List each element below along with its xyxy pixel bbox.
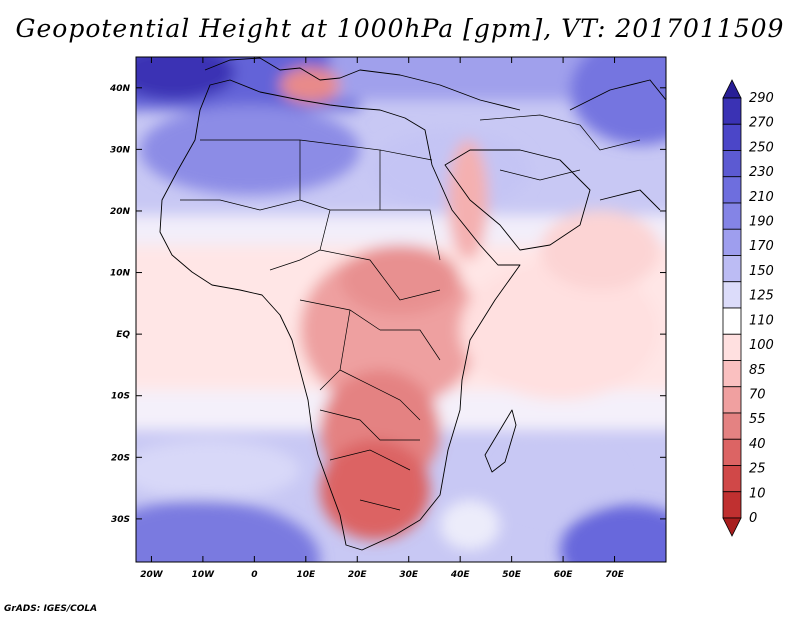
middle-east-borders — [479, 114, 641, 181]
south-atlantic-blue — [136, 500, 320, 562]
colorbar: 2902702502302101901701501251101008570554… — [722, 79, 774, 537]
sahara-blue — [140, 105, 360, 195]
colorbar-segment — [722, 333, 742, 361]
colorbar-label: 290 — [749, 91, 774, 106]
indian-ocean-pink — [460, 260, 660, 400]
y-tick-label: 30N — [110, 145, 131, 155]
colorbar-segment — [722, 386, 742, 414]
x-tick-label: 20E — [348, 570, 368, 580]
arabia-coastline — [444, 149, 591, 251]
colorbar-label: 110 — [749, 313, 774, 328]
africa-coastline — [159, 79, 521, 551]
colorbar-label: 250 — [749, 140, 774, 155]
map-frame — [135, 56, 667, 563]
colorbar-segment — [722, 123, 742, 151]
country-borders — [180, 114, 641, 511]
arabian-sea-pink — [540, 210, 660, 290]
colorbar-segment — [722, 255, 742, 283]
colorbar-label: 25 — [749, 462, 766, 477]
x-tick-label: 50E — [502, 570, 522, 580]
south-atlantic-pale — [136, 440, 300, 500]
colorbar-segment — [722, 491, 742, 519]
x-tick-label: 30E — [399, 570, 419, 580]
colorbar-segment — [722, 202, 742, 230]
y-tick-label: 40N — [109, 84, 131, 94]
high-pressure-core-nw — [136, 57, 235, 100]
field-shading — [136, 57, 666, 562]
credit-text: GrADS: IGES/COLA — [4, 604, 98, 614]
x-tick-label: 10E — [296, 570, 316, 580]
y-tick-label: 10N — [110, 269, 131, 279]
colorbar-bottom-arrow — [722, 517, 742, 537]
colorbar-segment — [722, 360, 742, 388]
colorbar-label: 270 — [749, 116, 774, 131]
europe-coastline — [204, 57, 521, 111]
colorbar-segment — [722, 97, 742, 125]
x-tick-label: 70E — [605, 570, 625, 580]
colorbar-segment — [722, 176, 742, 204]
colorbar-label: 125 — [749, 289, 774, 304]
colorbar-label: 85 — [749, 363, 766, 378]
colorbar-segment — [722, 307, 742, 335]
italy-low — [280, 67, 340, 103]
colorbar-label: 190 — [749, 215, 774, 230]
southern-africa-low — [320, 440, 430, 540]
y-tick-label: 30S — [111, 515, 130, 525]
colorbar-segment — [722, 150, 742, 178]
x-axis: 20W 10W 0 10E 20E 30E 40E 50E 60E 70E — [140, 57, 625, 580]
sudan-low — [340, 245, 460, 315]
y-tick-label: EQ — [116, 330, 130, 340]
x-tick-label: 0 — [251, 570, 257, 580]
colorbar-top-arrow — [722, 79, 742, 99]
colorbar-label: 170 — [749, 239, 774, 254]
y-tick-label: 10S — [111, 392, 130, 402]
colorbar-label: 70 — [749, 387, 766, 402]
colorbar-label: 10 — [749, 486, 766, 501]
asia-coastline — [569, 79, 666, 211]
colorbar-segment — [722, 438, 742, 466]
coastlines — [159, 57, 666, 551]
border-lines — [180, 139, 441, 511]
colorbar-label: 150 — [749, 264, 774, 279]
x-tick-label: 40E — [450, 570, 471, 580]
x-tick-label: 10W — [192, 570, 216, 580]
x-tick-label: 20W — [140, 570, 164, 580]
y-tick-label: 20S — [111, 453, 130, 463]
asia-blue — [570, 57, 666, 145]
colorbar-label: 100 — [749, 338, 774, 353]
colorbar-segment — [722, 465, 742, 493]
indian-ocean-pale — [500, 445, 620, 515]
y-tick-label: 20N — [110, 207, 131, 217]
y-axis: 40N 30N 20N 10N EQ 10S 20S 30S — [109, 84, 666, 525]
colorbar-label: 210 — [749, 190, 774, 205]
mozambique-channel — [440, 500, 500, 550]
indian-ocean-blue — [560, 505, 666, 562]
map-title: Geopotential Height at 1000hPa [gpm], VT… — [15, 14, 785, 43]
colorbar-label: 40 — [749, 437, 766, 452]
red-sea-low — [448, 140, 488, 260]
colorbar-label: 55 — [749, 412, 766, 427]
colorbar-label: 0 — [749, 511, 757, 526]
colorbar-segment — [722, 228, 742, 256]
colorbar-label: 230 — [749, 165, 774, 180]
madagascar-coastline — [484, 409, 517, 473]
colorbar-segment — [722, 412, 742, 440]
height-field — [136, 57, 666, 562]
colorbar-segment — [722, 281, 742, 309]
x-tick-label: 60E — [554, 570, 574, 580]
